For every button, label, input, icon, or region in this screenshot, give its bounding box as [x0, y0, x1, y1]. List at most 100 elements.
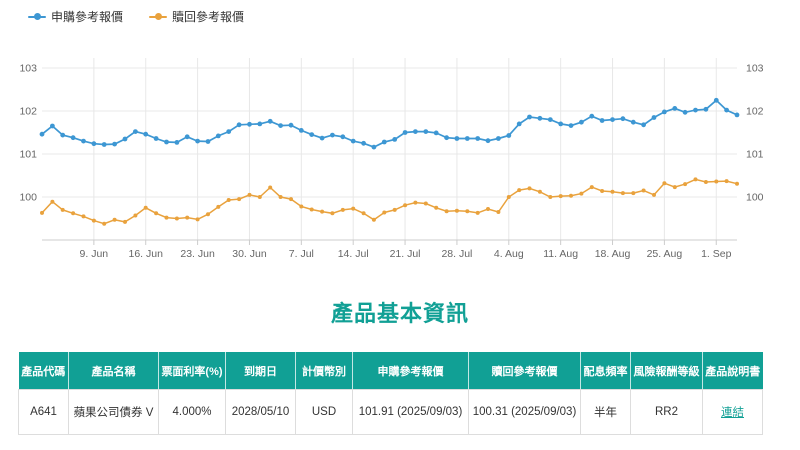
data-point — [662, 181, 667, 186]
col-header-subscription-quote: 申購參考報價 — [352, 352, 469, 390]
data-point — [371, 217, 376, 222]
col-header-product-code: 產品代碼 — [18, 352, 69, 390]
col-header-currency: 計價幣別 — [295, 352, 353, 390]
data-point — [361, 140, 366, 146]
x-axis-label: 25. Aug — [647, 248, 683, 260]
data-point — [330, 132, 335, 138]
data-point — [268, 185, 273, 190]
data-point — [91, 218, 96, 223]
data-point — [267, 118, 273, 124]
y-axis-label-right: 103 — [746, 63, 764, 75]
product-info-table: 產品代碼 產品名稱 票面利率(%) 到期日 計價幣別 申購參考報價 贖回參考報價… — [18, 352, 764, 435]
data-point — [257, 195, 262, 199]
data-point — [631, 191, 636, 196]
data-point — [371, 144, 377, 150]
data-point — [226, 129, 232, 135]
data-point — [672, 106, 678, 111]
data-point — [434, 205, 439, 210]
data-point — [309, 207, 314, 212]
data-point — [278, 123, 283, 128]
data-point — [475, 210, 480, 215]
data-point — [682, 109, 688, 115]
product-table: 產品代碼 產品名稱 票面利率(%) 到期日 計價幣別 申購參考報價 贖回參考報價… — [18, 352, 763, 435]
x-axis-label: 9. Jun — [80, 248, 109, 260]
data-point — [672, 185, 677, 190]
data-point — [600, 189, 605, 193]
col-header-dividend-frequency: 配息頻率 — [580, 352, 631, 390]
product-name-cell: 蘋果公司債券 V — [68, 389, 159, 435]
data-point — [340, 134, 346, 140]
y-axis-label-left: 101 — [19, 149, 37, 161]
col-header-product-name: 產品名稱 — [68, 352, 159, 390]
risk-level-cell: RR2 — [630, 389, 703, 435]
data-point — [226, 198, 231, 202]
data-point — [620, 116, 626, 122]
data-point — [112, 141, 117, 147]
data-point — [527, 186, 532, 191]
data-point — [164, 139, 169, 145]
data-point — [734, 112, 740, 118]
data-point — [537, 189, 542, 194]
data-point — [527, 114, 532, 120]
data-point — [278, 195, 283, 199]
data-point — [206, 212, 210, 217]
data-point — [247, 192, 252, 197]
data-point — [309, 132, 315, 138]
data-point — [215, 133, 221, 139]
data-point — [101, 142, 107, 147]
data-point — [485, 138, 491, 144]
legend-label-redemption: 贖回參考報價 — [172, 10, 245, 24]
prospectus-cell: 連結 — [702, 389, 763, 435]
data-point — [237, 197, 242, 202]
x-axis-label: 14. Jul — [338, 248, 369, 260]
legend-label-subscription: 申購參考報價 — [51, 10, 124, 24]
data-point — [143, 131, 149, 137]
data-point — [319, 135, 325, 141]
data-point — [630, 119, 636, 125]
data-point — [589, 185, 594, 190]
data-point — [464, 136, 470, 141]
data-point — [122, 136, 128, 142]
maturity-date-cell: 2028/05/10 — [225, 389, 296, 435]
prospectus-link[interactable]: 連結 — [721, 407, 744, 419]
data-point — [413, 129, 418, 135]
data-point — [423, 201, 428, 206]
data-point — [102, 221, 107, 226]
data-point — [496, 136, 501, 141]
redemption-quote-cell: 100.31 (2025/09/03) — [468, 389, 581, 435]
data-point — [60, 207, 65, 212]
data-point — [195, 138, 201, 144]
y-axis-label-left: 103 — [19, 63, 37, 75]
data-point — [50, 123, 55, 129]
legend-item-redemption-quote[interactable]: 贖回參考報價 — [149, 8, 244, 25]
data-point — [506, 195, 511, 199]
col-header-risk-level: 風險報酬等級 — [630, 352, 703, 390]
x-axis-label: 21. Jul — [390, 248, 421, 260]
product-code-cell: A641 — [18, 389, 69, 435]
data-point — [547, 117, 553, 122]
data-point — [361, 211, 366, 216]
data-point — [351, 206, 356, 211]
coupon-rate-cell: 4.000% — [158, 389, 226, 435]
data-point — [517, 188, 522, 193]
y-axis-label-right: 101 — [746, 149, 764, 161]
col-header-coupon-rate: 票面利率(%) — [158, 352, 226, 390]
subscription-quote-cell: 101.91 (2025/09/03) — [352, 389, 469, 435]
data-point — [154, 211, 159, 216]
blue-line-marker-icon — [28, 11, 46, 22]
data-point — [133, 213, 138, 218]
legend-item-subscription-quote[interactable]: 申購參考報價 — [28, 8, 123, 25]
x-axis-label: 11. Aug — [543, 248, 578, 260]
data-point — [444, 135, 449, 141]
data-point — [579, 119, 584, 125]
data-point — [651, 115, 657, 120]
data-point — [713, 97, 719, 103]
x-axis-label: 4. Aug — [494, 248, 524, 260]
data-point — [475, 136, 481, 141]
data-point — [454, 136, 460, 141]
data-point — [423, 129, 429, 135]
col-header-redemption-quote: 贖回參考報價 — [468, 352, 581, 390]
data-point — [589, 113, 595, 119]
x-axis-label: 16. Jun — [129, 248, 164, 260]
data-point — [350, 138, 356, 144]
